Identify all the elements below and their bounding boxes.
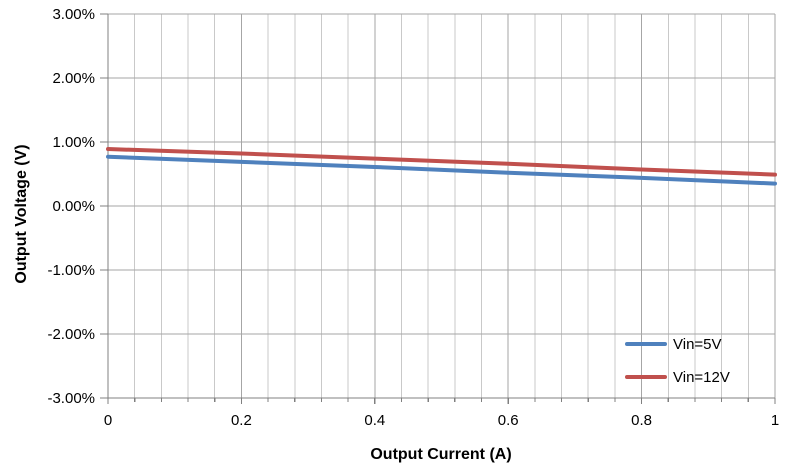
y-tick-label: 1.00% (52, 134, 95, 151)
legend-label: Vin=5V (673, 335, 722, 353)
legend-line-sample-icon (625, 375, 667, 379)
legend-label: Vin=12V (673, 368, 730, 386)
y-tick-label: 3.00% (52, 6, 95, 23)
x-axis-title: Output Current (A) (370, 446, 512, 463)
legend: Vin=5V Vin=12V (625, 334, 730, 387)
x-tick-label: 1 (771, 412, 779, 429)
y-tick-label: 0.00% (52, 198, 95, 215)
y-tick-label: -2.00% (47, 326, 95, 343)
legend-entry: Vin=5V (625, 334, 730, 354)
legend-entry: Vin=12V (625, 367, 730, 387)
y-tick-label: -1.00% (47, 262, 95, 279)
x-tick-label: 0 (104, 412, 112, 429)
y-tick-label: 2.00% (52, 70, 95, 87)
series-line-vin-12v (106, 147, 777, 177)
x-tick-label: 0.6 (498, 412, 519, 429)
legend-line-sample-icon (625, 342, 667, 346)
series-line-vin-5v (106, 154, 777, 186)
x-tick-label: 0.2 (231, 412, 252, 429)
y-axis-title: Output Voltage (V) (13, 144, 30, 284)
x-tick-label: 0.4 (364, 412, 385, 429)
x-tick-label: 0.8 (631, 412, 652, 429)
y-tick-label: -3.00% (47, 390, 95, 407)
